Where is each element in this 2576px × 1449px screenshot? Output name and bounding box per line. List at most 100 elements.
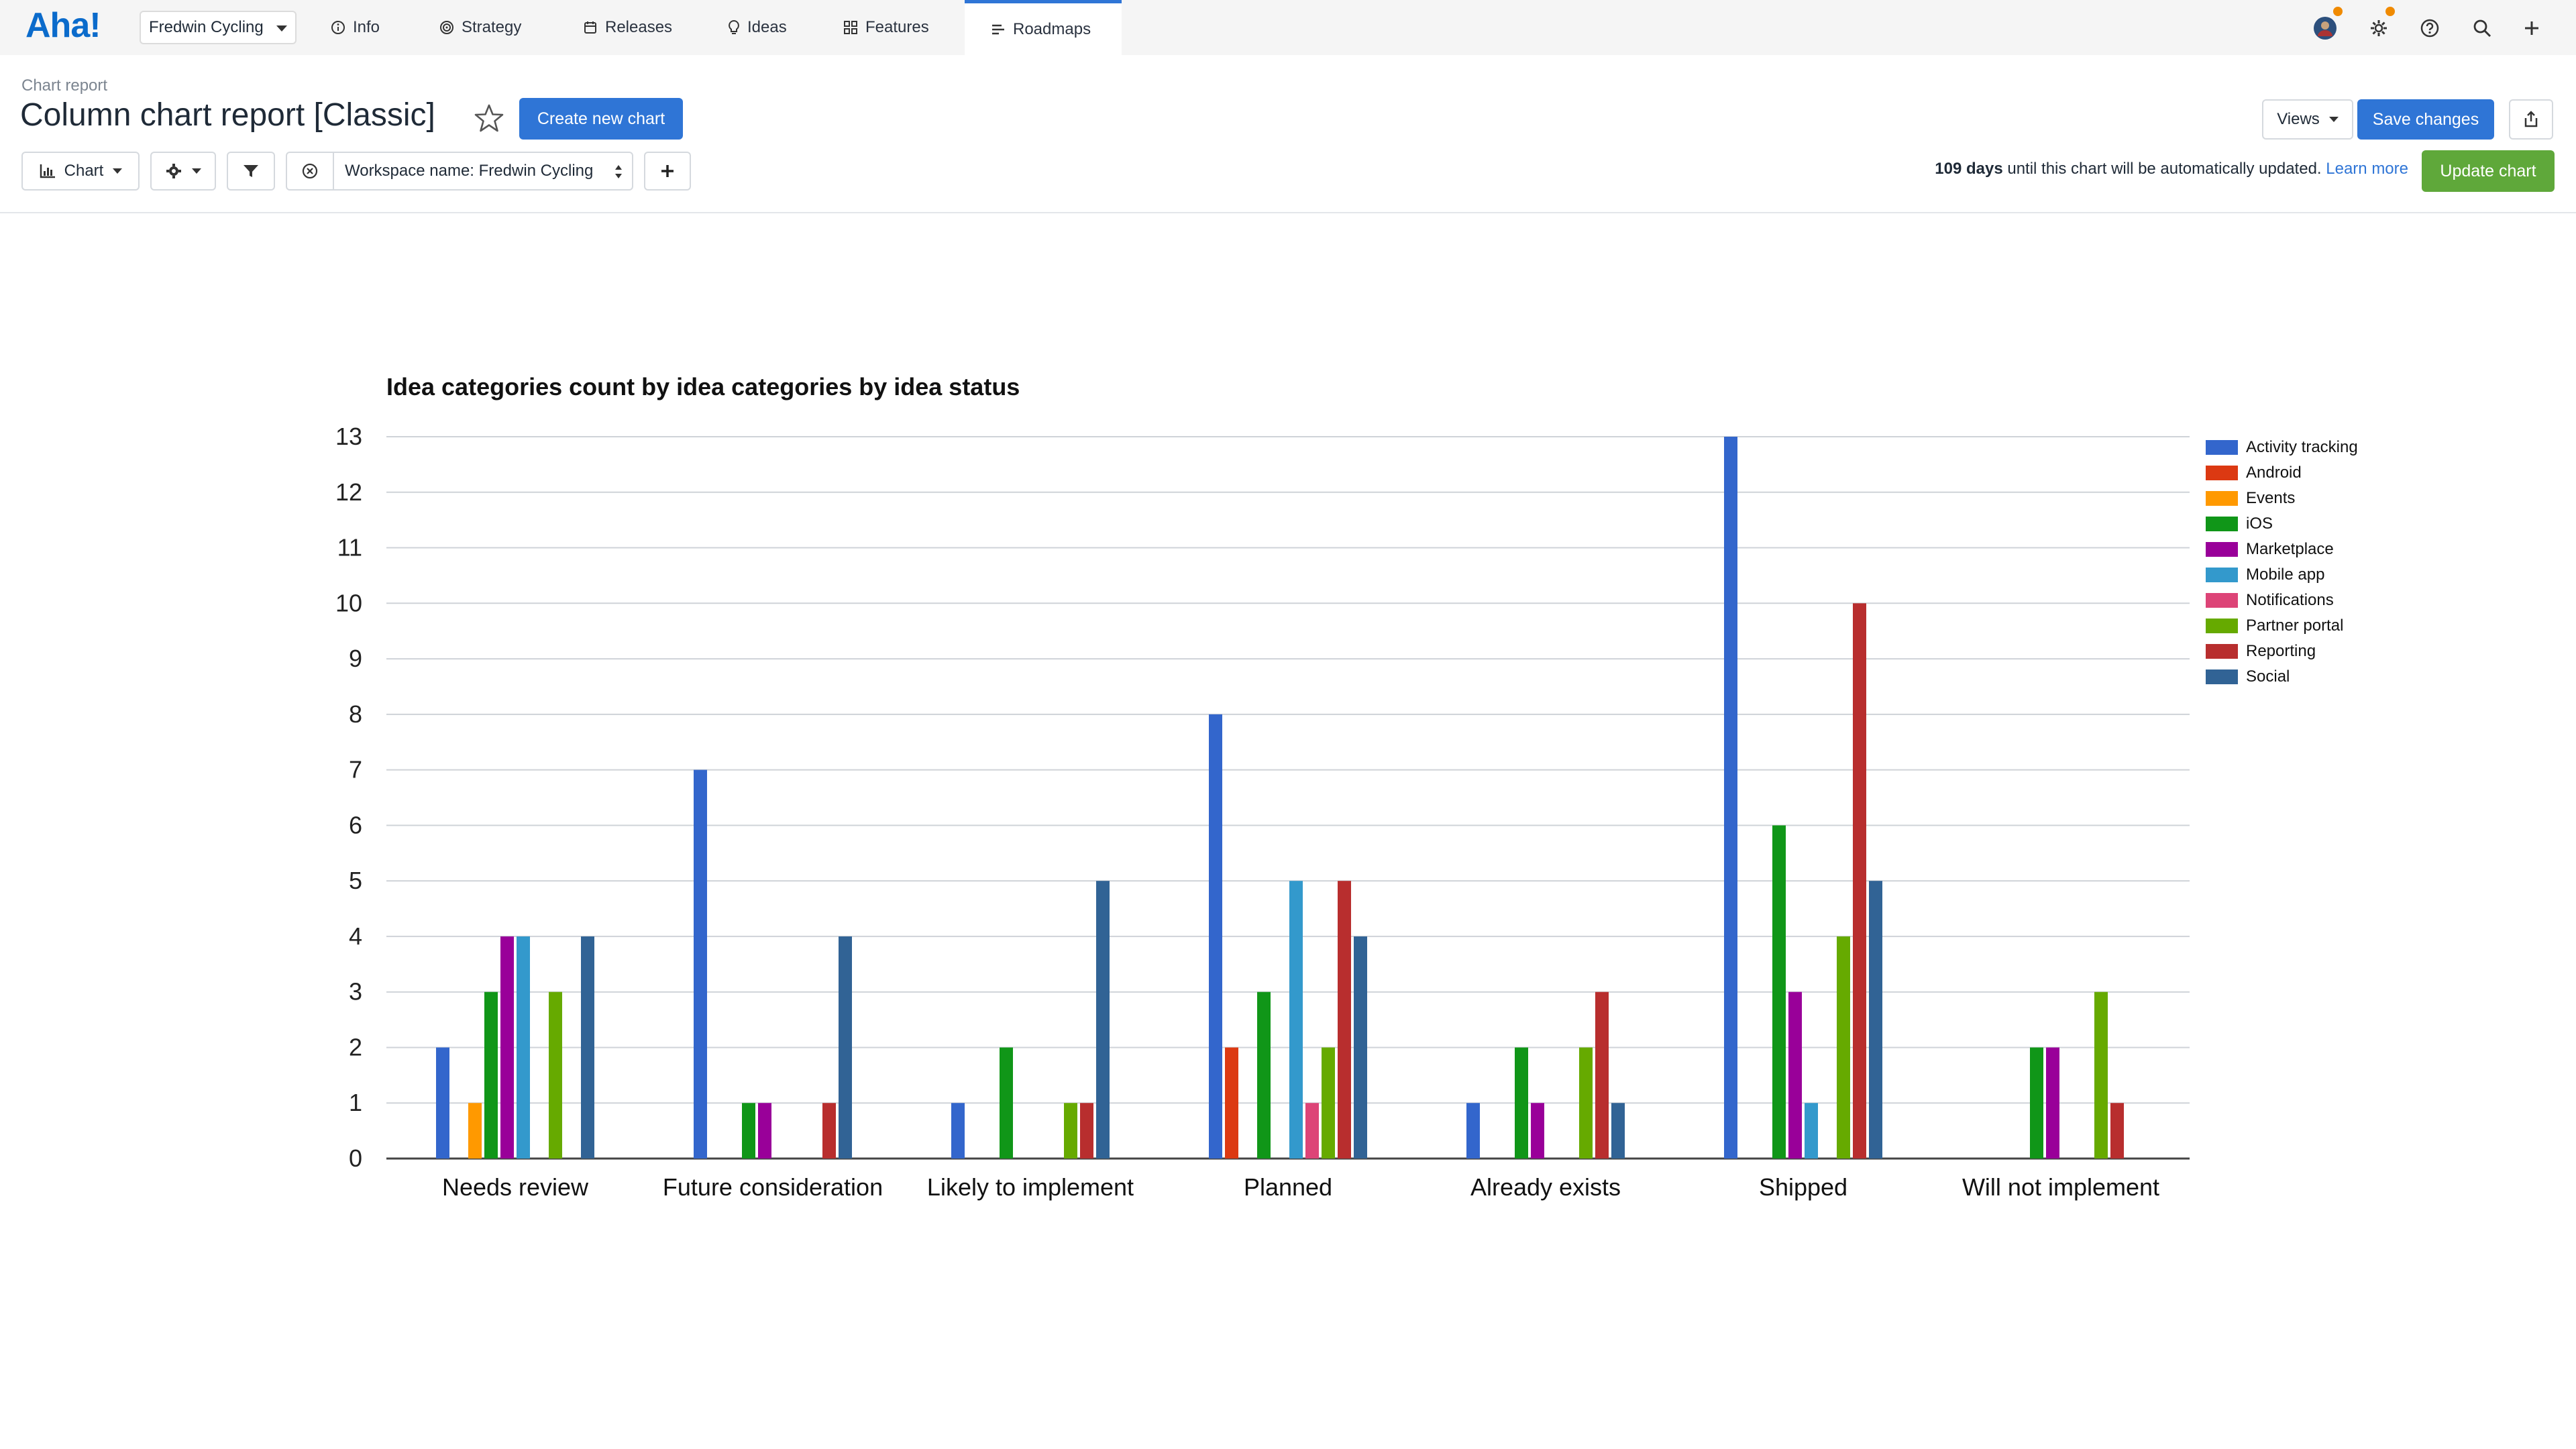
bar — [839, 936, 852, 1159]
target-icon — [440, 21, 453, 34]
auto-update-text: until this chart will be automatically u… — [2002, 160, 2326, 178]
avatar[interactable] — [2312, 15, 2339, 42]
legend-label: Social — [2246, 667, 2290, 686]
grid-icon — [844, 21, 857, 34]
close-circle-icon — [302, 163, 318, 179]
bar — [758, 1103, 771, 1159]
workspace-select-label: Fredwin Cycling — [149, 18, 264, 36]
y-tick-label: 8 — [349, 700, 362, 728]
legend-swatch — [2206, 491, 2238, 506]
plus-icon — [2525, 21, 2538, 35]
bar — [549, 991, 562, 1159]
bar — [1805, 1103, 1818, 1159]
filter-icon — [244, 165, 258, 177]
y-tick-label: 0 — [349, 1144, 362, 1172]
x-tick-label: Needs review — [442, 1173, 589, 1201]
y-tick-label: 9 — [349, 645, 362, 672]
y-tick-label: 1 — [349, 1089, 362, 1116]
legend-label: Notifications — [2246, 591, 2334, 609]
share-button[interactable] — [2509, 99, 2553, 140]
bar — [1837, 936, 1850, 1159]
auto-update-info: 109 days until this chart will be automa… — [1935, 160, 2408, 178]
clear-filter-button[interactable] — [287, 153, 334, 189]
tab-strategy[interactable]: Strategy — [439, 0, 521, 55]
bar — [1338, 881, 1351, 1159]
update-chart-button[interactable]: Update chart — [2422, 150, 2555, 192]
y-tick-label: 10 — [335, 589, 362, 616]
gear-icon — [2371, 20, 2387, 36]
plus-icon — [661, 165, 674, 177]
legend-item: Events — [2206, 486, 2358, 511]
bar — [1000, 1047, 1013, 1159]
x-tick-label: Future consideration — [663, 1173, 883, 1201]
bar — [484, 991, 498, 1159]
bar — [1869, 881, 1882, 1159]
search-button[interactable] — [2469, 15, 2496, 42]
roadmap-icon — [992, 24, 1004, 34]
bar — [2030, 1047, 2043, 1159]
legend-label: Reporting — [2246, 642, 2316, 660]
legend-item: Activity tracking — [2206, 435, 2358, 460]
tab-features[interactable]: Features — [843, 0, 929, 55]
tab-info[interactable]: Info — [330, 0, 380, 55]
breadcrumb[interactable]: Chart report — [21, 76, 108, 95]
settings-button[interactable] — [2365, 15, 2392, 42]
chevron-down-icon — [276, 25, 287, 32]
tab-roadmaps-label: Roadmaps — [1013, 19, 1091, 38]
bar — [1209, 714, 1222, 1159]
help-button[interactable] — [2416, 15, 2443, 42]
settings-notification-dot — [2385, 7, 2395, 16]
bar — [1096, 881, 1110, 1159]
chart-type-button[interactable]: Chart — [21, 152, 140, 191]
bar — [2094, 991, 2108, 1159]
tab-releases[interactable]: Releases — [582, 0, 672, 55]
bar — [1305, 1103, 1319, 1159]
bar — [1788, 991, 1802, 1159]
aha-logo[interactable]: Aha! — [25, 6, 101, 45]
info-icon — [331, 21, 345, 34]
avatar-icon — [2314, 17, 2337, 40]
y-tick-label: 13 — [335, 423, 362, 450]
legend-swatch — [2206, 593, 2238, 608]
legend-label: Events — [2246, 489, 2296, 507]
bar — [581, 936, 594, 1159]
bar — [1515, 1047, 1528, 1159]
chart-settings-button[interactable] — [150, 152, 216, 191]
legend-item: Reporting — [2206, 639, 2358, 664]
favorite-button[interactable] — [474, 103, 504, 136]
bar — [1289, 881, 1303, 1159]
filter-button[interactable] — [227, 152, 275, 191]
tab-ideas[interactable]: Ideas — [727, 0, 787, 55]
bar — [694, 769, 707, 1159]
workspace-select[interactable]: Fredwin Cycling — [140, 11, 297, 44]
tab-info-label: Info — [353, 18, 380, 36]
legend-item: Social — [2206, 664, 2358, 690]
add-filter-button[interactable] — [644, 152, 691, 191]
days-remaining: 109 days — [1935, 160, 2003, 178]
create-new-chart-button[interactable]: Create new chart — [519, 98, 683, 140]
chart-type-label: Chart — [64, 162, 104, 180]
add-button[interactable] — [2518, 15, 2545, 42]
bar — [1531, 1103, 1544, 1159]
save-changes-button[interactable]: Save changes — [2357, 99, 2494, 140]
bar — [1064, 1103, 1077, 1159]
legend-swatch — [2206, 644, 2238, 659]
learn-more-link[interactable]: Learn more — [2326, 160, 2408, 178]
bar — [500, 936, 514, 1159]
views-button[interactable]: Views — [2262, 99, 2353, 140]
share-icon — [2524, 111, 2538, 127]
tab-ideas-label: Ideas — [747, 18, 787, 36]
tab-roadmaps[interactable]: Roadmaps — [965, 0, 1122, 55]
legend-label: Partner portal — [2246, 616, 2344, 635]
bar — [1724, 437, 1737, 1159]
legend-swatch — [2206, 619, 2238, 633]
legend-label: Marketplace — [2246, 540, 2334, 558]
y-tick-label: 4 — [349, 922, 362, 950]
workspace-filter[interactable]: Workspace name: Fredwin Cycling — [286, 152, 633, 191]
legend-swatch — [2206, 669, 2238, 684]
chevron-down-icon — [192, 168, 201, 174]
y-tick-label: 12 — [335, 478, 362, 506]
bar — [1257, 991, 1271, 1159]
legend-swatch — [2206, 568, 2238, 582]
